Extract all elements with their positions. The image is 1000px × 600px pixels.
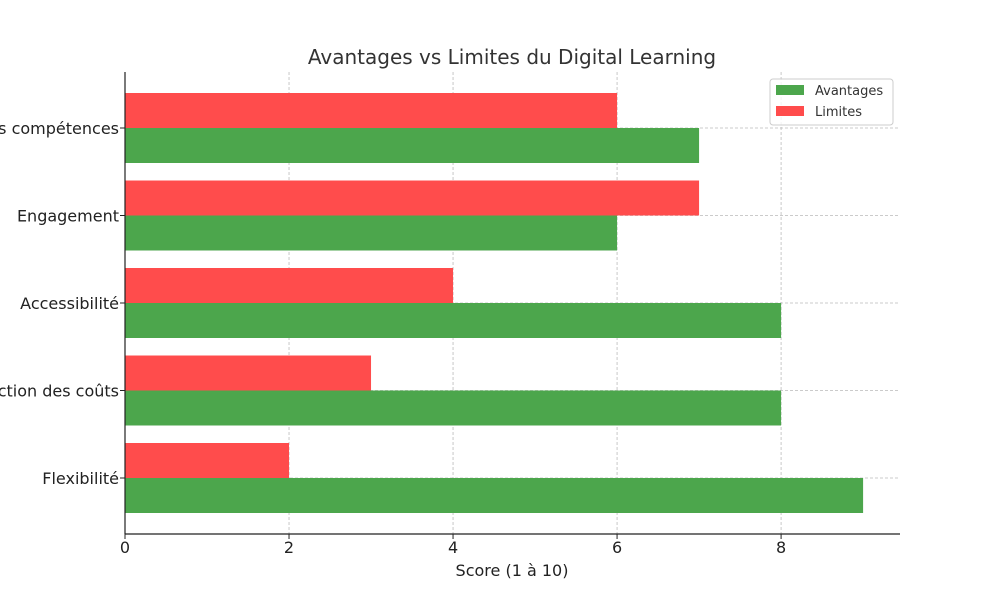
bar-avantages [125,478,864,513]
x-tick-label: 0 [120,538,130,557]
bar-avantages [125,128,700,163]
y-tick-label: Accessibilité [20,294,119,313]
bar-limites [125,93,618,128]
x-tick-label: 2 [284,538,294,557]
y-tick-label: Flexibilité [42,469,119,488]
x-axis-label: Score (1 à 10) [456,561,569,580]
x-tick-label: 4 [448,538,458,557]
x-tick-label: 8 [776,538,786,557]
bar-limites [125,355,372,391]
bar-limites [125,180,700,216]
x-tick-label: 6 [612,538,622,557]
bar-limites [125,443,290,478]
bar-avantages [125,215,618,251]
legend: Avantages Limites [769,78,894,126]
bar-avantages [125,390,782,426]
legend-swatch-avantages [776,85,804,95]
legend-swatch-limites [776,106,804,116]
y-tick-label: Développement des compétences [0,119,119,138]
bar-limites [125,268,454,303]
legend-label-limites: Limites [815,105,862,120]
y-tick-label: Engagement [17,207,119,226]
bar-avantages [125,303,782,338]
y-tick-label: Réduction des coûts [0,382,119,401]
legend-label-avantages: Avantages [815,84,883,99]
chart-title: Avantages vs Limites du Digital Learning [308,45,716,69]
